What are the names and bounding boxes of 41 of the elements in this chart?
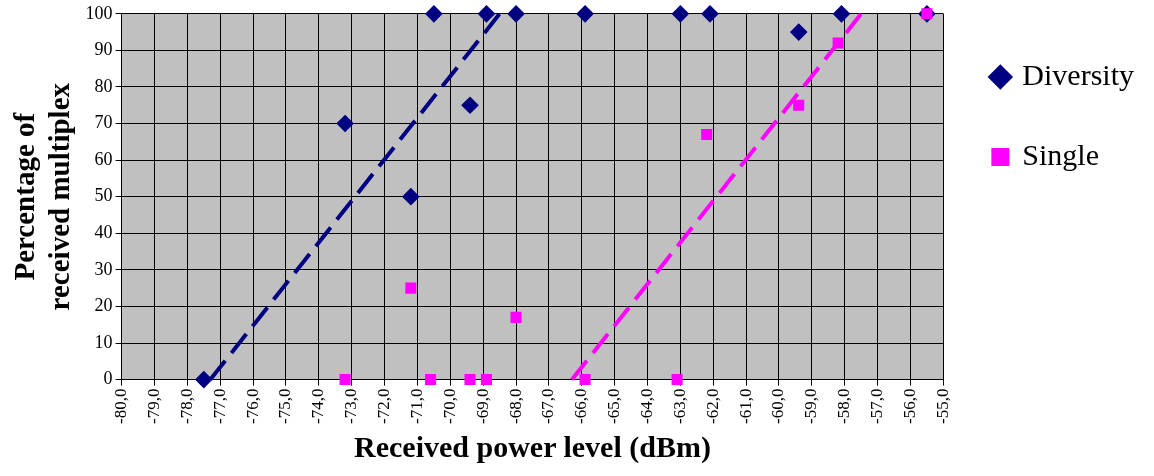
y-tick-label: 30 <box>94 258 113 279</box>
y-tick-label: 0 <box>103 368 113 389</box>
y-tick-label: 100 <box>85 2 113 23</box>
x-tick-label: -75,0 <box>275 388 295 425</box>
x-tick-label: -61,0 <box>735 388 755 425</box>
x-tick-label: -80,0 <box>111 388 131 425</box>
y-tick-label: 40 <box>94 222 113 243</box>
y-axis-title: Percentage of received multiplex <box>7 82 75 311</box>
y-tick-label: 80 <box>94 75 113 96</box>
x-tick-label: -59,0 <box>801 388 821 425</box>
legend-label: Diversity <box>1022 57 1135 91</box>
x-tick-label: -78,0 <box>176 388 196 425</box>
x-tick-label: -63,0 <box>669 388 689 425</box>
y-tick-label: 50 <box>94 185 113 206</box>
x-tick-label: -64,0 <box>636 388 656 425</box>
x-tick-label: -62,0 <box>702 388 722 425</box>
x-tick-label: -66,0 <box>571 388 591 425</box>
x-tick-label: -76,0 <box>242 388 262 425</box>
x-tick-label: -58,0 <box>834 388 854 425</box>
y-tick-label: 90 <box>94 39 113 60</box>
y-tick-label: 70 <box>94 112 113 133</box>
x-tick-label: -56,0 <box>899 388 919 425</box>
x-tick-label: -67,0 <box>538 388 558 425</box>
x-tick-label: -72,0 <box>374 388 394 425</box>
x-tick-label: -73,0 <box>341 388 361 425</box>
x-tick-label: -57,0 <box>867 388 887 425</box>
x-tick-label: -74,0 <box>308 388 328 425</box>
x-tick-label: -70,0 <box>439 388 459 425</box>
x-tick-label: -71,0 <box>406 388 426 425</box>
y-tick-label: 10 <box>94 331 113 352</box>
x-tick-label: -79,0 <box>143 388 163 425</box>
y-tick-label: 60 <box>94 148 113 169</box>
x-tick-label: -65,0 <box>604 388 624 425</box>
x-axis-title: Received power level (dBm) <box>354 429 711 464</box>
x-tick-label: -69,0 <box>472 388 492 425</box>
x-tick-label: -68,0 <box>505 388 525 425</box>
x-tick-label: -77,0 <box>209 388 229 425</box>
legend-label: Single <box>1022 137 1100 171</box>
x-tick-label: -60,0 <box>768 388 788 425</box>
y-tick-label: 20 <box>94 295 113 316</box>
x-tick-label: -55,0 <box>932 388 952 425</box>
